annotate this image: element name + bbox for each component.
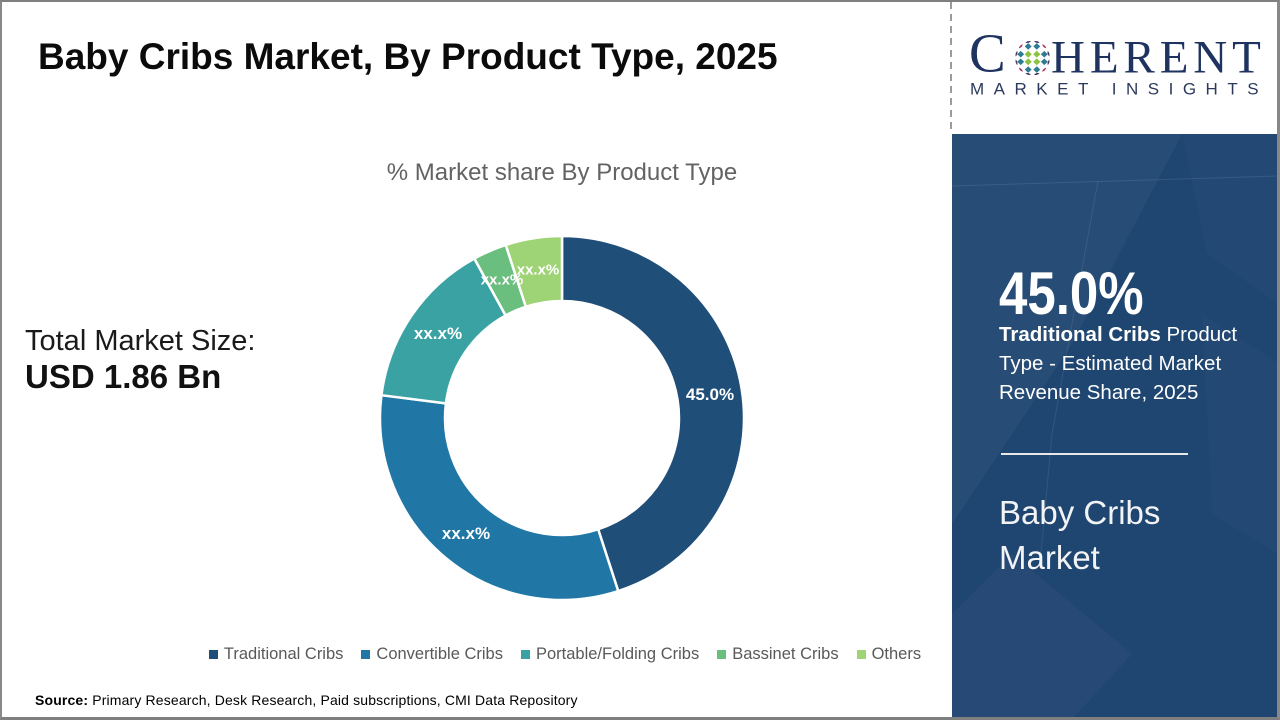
svg-text:C: C (969, 23, 1006, 84)
svg-text:HERENT: HERENT (1051, 32, 1266, 84)
svg-text:MARKET INSIGHTS: MARKET INSIGHTS (970, 80, 1268, 99)
